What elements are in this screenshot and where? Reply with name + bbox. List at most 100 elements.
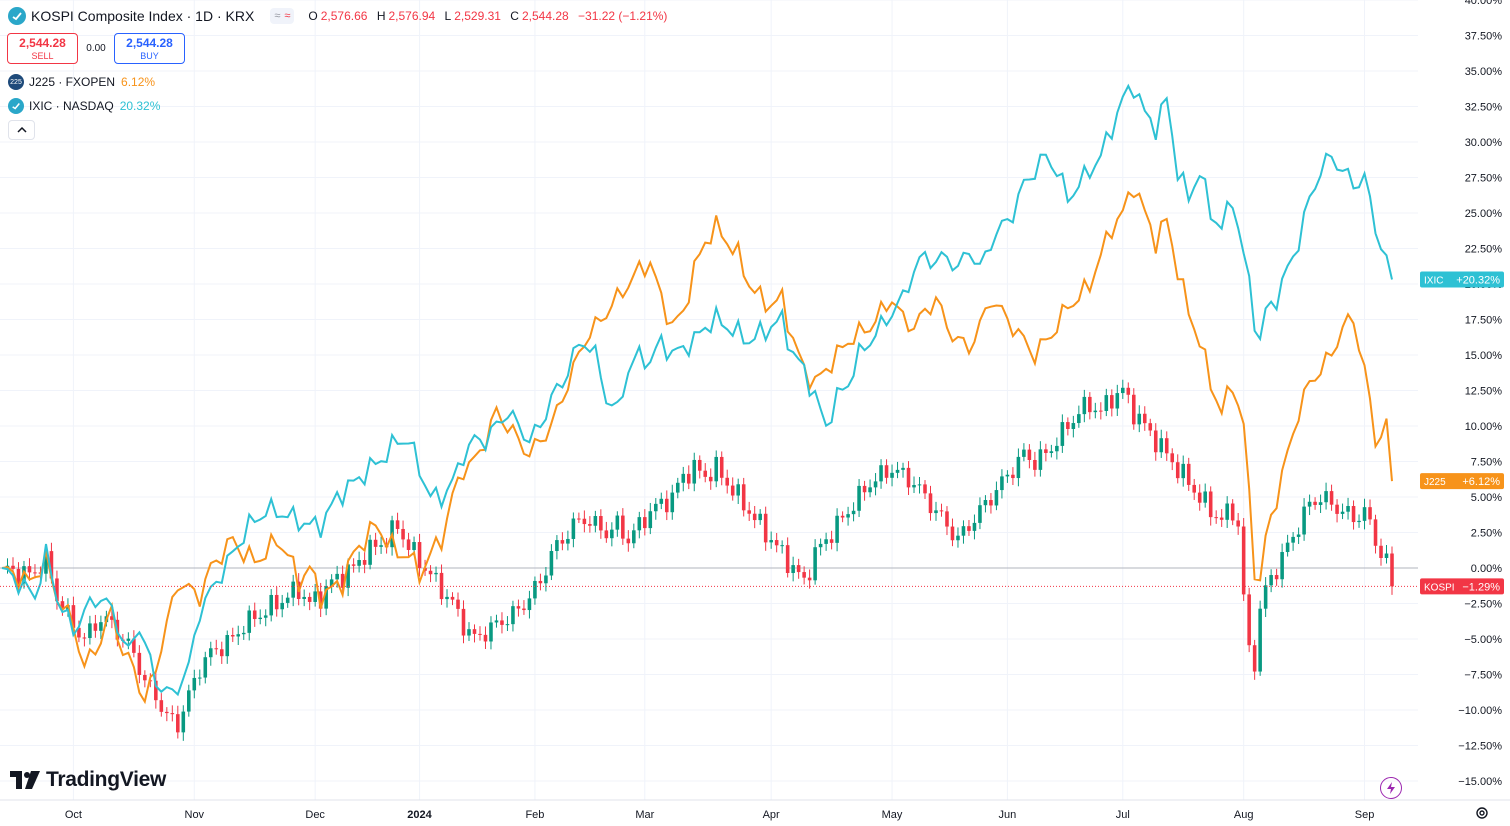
candle-body xyxy=(626,538,631,544)
candle-body xyxy=(813,547,817,581)
candle-body xyxy=(1115,393,1120,409)
candle-body xyxy=(1148,423,1153,431)
candle-body xyxy=(835,515,839,543)
compare-toggle[interactable]: ≈ ≈ xyxy=(270,8,295,24)
candle-body xyxy=(730,485,735,496)
candle-body xyxy=(1384,553,1389,559)
candle-body xyxy=(840,515,845,518)
x-tick-label: Apr xyxy=(763,809,780,821)
y-tick-label: 2.50% xyxy=(1471,528,1502,540)
candle-body xyxy=(357,560,361,566)
candle-body xyxy=(1088,396,1092,413)
candle-body xyxy=(1060,422,1065,446)
candle-body xyxy=(346,564,350,588)
candle-body xyxy=(1082,396,1087,415)
candle-body xyxy=(225,635,230,657)
candle-body xyxy=(961,526,966,536)
y-tick-label: 30.00% xyxy=(1465,137,1503,149)
y-tick-label: 7.50% xyxy=(1471,457,1502,469)
candle-body xyxy=(165,711,169,714)
candle-body xyxy=(1005,474,1010,477)
candle-body xyxy=(1044,449,1048,453)
compare-name: IXIC · NASDAQ xyxy=(29,99,114,113)
candle-body xyxy=(1252,645,1257,672)
badge-ixic: IXIC +20.32% xyxy=(1420,271,1504,288)
compare-legend-j225[interactable]: 225 J225 · FXOPEN 6.12% xyxy=(8,74,155,90)
candle-body xyxy=(214,648,219,650)
buy-button[interactable]: 2,544.28 BUY xyxy=(114,33,185,64)
candle-body xyxy=(494,620,499,623)
tradingview-logo[interactable]: TradingView xyxy=(10,768,166,792)
candle-body xyxy=(252,610,257,620)
candle-body xyxy=(615,515,620,530)
trade-buttons: 2,544.28 SELL 0.00 2,544.28 BUY xyxy=(7,33,185,64)
candle-body xyxy=(824,539,828,544)
time-axis[interactable]: Oct Nov Dec 2024 Feb Mar Apr May Jun Jul Aug Sep xyxy=(0,799,1510,821)
candle-body xyxy=(1027,449,1032,460)
candle-body xyxy=(769,540,773,543)
candle-body xyxy=(675,482,680,493)
price-axis[interactable]: 40.00% 37.50% 35.00% 32.50% 30.00% 27.50% 25.0… xyxy=(1458,0,1502,788)
candle-body xyxy=(1307,501,1312,507)
candle-body xyxy=(324,586,328,609)
kospi-symbol-icon[interactable] xyxy=(8,7,26,25)
y-tick-label: 32.50% xyxy=(1465,102,1503,114)
candle-body xyxy=(483,634,488,642)
y-tick-label: −12.50% xyxy=(1458,741,1502,753)
candle-body xyxy=(27,566,32,573)
candle-body xyxy=(643,517,647,529)
candle-body xyxy=(60,601,65,610)
candle-body xyxy=(818,543,823,548)
y-tick-label: 10.00% xyxy=(1465,421,1503,433)
j225-line xyxy=(1,190,1393,705)
y-tick-label: 12.50% xyxy=(1465,386,1503,398)
minus-icon: ≈ xyxy=(274,10,281,22)
candle-body xyxy=(895,469,900,473)
candle-body xyxy=(1390,553,1394,587)
candle-body xyxy=(851,510,856,515)
candle-body xyxy=(725,477,730,486)
y-tick-label: −7.50% xyxy=(1464,670,1502,682)
candle-body xyxy=(88,623,92,639)
y-tick-label: 0.00% xyxy=(1471,563,1502,575)
candle-body xyxy=(906,467,911,488)
candle-body xyxy=(912,484,916,488)
candle-body xyxy=(269,594,273,616)
compare-legend-ixic[interactable]: IXIC · NASDAQ 20.32% xyxy=(8,98,160,114)
symbol-title[interactable]: KOSPI Composite Index · 1D · KRX xyxy=(31,8,255,24)
candle-body xyxy=(1066,422,1070,429)
wave-icon: ≈ xyxy=(284,10,291,22)
candle-body xyxy=(230,635,235,637)
collapse-legend-button[interactable] xyxy=(8,120,35,140)
y-tick-label: 5.00% xyxy=(1471,492,1502,504)
candle-body xyxy=(1329,491,1334,505)
candle-body xyxy=(1247,594,1251,646)
sell-button[interactable]: 2,544.28 SELL xyxy=(7,33,78,64)
gear-icon[interactable] xyxy=(1475,806,1489,825)
candle-body xyxy=(703,470,708,477)
compare-name: J225 · FXOPEN xyxy=(29,75,116,89)
x-tick-label: Aug xyxy=(1234,809,1254,821)
ohlc-change: −31.22 (−1.21%) xyxy=(578,9,668,23)
candle-body xyxy=(1208,491,1213,518)
candle-body xyxy=(604,530,609,539)
candle-body xyxy=(500,620,504,625)
candle-body xyxy=(670,492,675,513)
candle-body xyxy=(785,545,790,574)
lightning-icon[interactable] xyxy=(1380,777,1402,799)
badge-symbol: KOSPI xyxy=(1424,582,1455,593)
candle-body xyxy=(1362,507,1367,521)
candle-body xyxy=(170,713,175,715)
candle-body xyxy=(588,524,592,526)
candle-body xyxy=(307,596,312,602)
candle-body xyxy=(313,591,317,602)
candle-body xyxy=(1186,463,1191,485)
candle-body xyxy=(533,580,537,599)
candle-body xyxy=(593,516,598,526)
candle-body xyxy=(1351,506,1356,523)
y-tick-label: 15.00% xyxy=(1465,350,1503,362)
candle-body xyxy=(1170,453,1175,463)
candle-body xyxy=(890,472,894,478)
y-tick-label: 25.00% xyxy=(1465,208,1503,220)
